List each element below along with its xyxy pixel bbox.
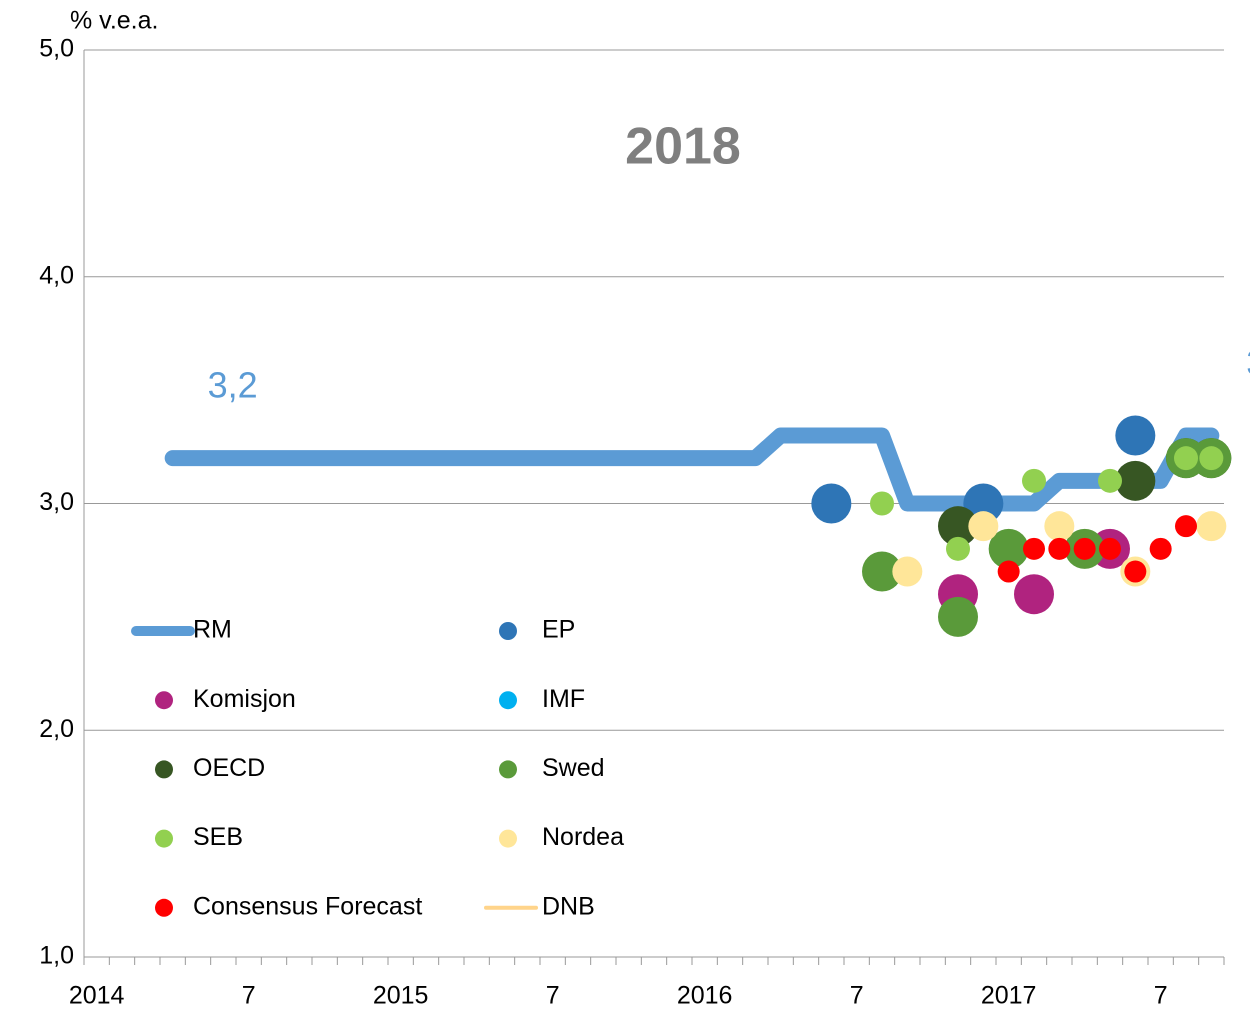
forecast-dot: [938, 506, 978, 547]
forecast-dot: [997, 560, 1020, 583]
chart-title: 2018: [625, 118, 741, 176]
legend-label: SEB: [193, 823, 243, 851]
forecast-dot: [988, 528, 1029, 569]
forecast-dot: [1199, 446, 1224, 471]
x-tick-label: 7: [242, 982, 256, 1010]
forecast-dot: [1073, 537, 1096, 560]
legend-swatch: [155, 760, 173, 779]
y-tick-label: 2,0: [39, 715, 74, 743]
x-tick-label: 2017: [981, 982, 1037, 1010]
forecast-dot: [1115, 460, 1156, 501]
forecast-dot: [1044, 511, 1075, 542]
forecast-dot: [811, 483, 852, 524]
x-tick-label: 7: [850, 982, 864, 1010]
rm-line: [164, 427, 1220, 512]
legend-label: RM: [193, 616, 232, 644]
forecast-dot: [1174, 446, 1198, 471]
legend-swatch: [499, 760, 517, 779]
legend-swatch: [155, 829, 173, 848]
legend-label: IMF: [542, 685, 585, 713]
forecast-dot: [1048, 537, 1071, 560]
legend-label: Consensus Forecast: [193, 892, 422, 920]
forecast-dot: [1098, 468, 1122, 493]
legend-label: Komisjon: [193, 685, 296, 713]
forecast-dot: [862, 551, 902, 592]
forecast-dot: [1022, 468, 1046, 493]
y-tick-label: 4,0: [39, 261, 74, 289]
y-tick-label: 5,0: [39, 35, 74, 63]
legend-label: DNB: [542, 892, 595, 920]
forecast-dot: [1023, 537, 1045, 560]
legend-swatch: [155, 898, 173, 917]
annotation: 3,3: [1246, 342, 1250, 383]
annotation: 3,2: [208, 365, 258, 406]
y-tick-label: 1,0: [39, 942, 74, 970]
forecast-dot: [1175, 515, 1197, 538]
forecast-dot: [892, 556, 923, 587]
forecast-dot: [1149, 537, 1172, 560]
y-axis-label: % v.e.a.: [70, 7, 158, 35]
x-tick-label: 7: [1154, 982, 1168, 1010]
legend-label: Swed: [542, 754, 605, 782]
y-tick-label: 3,0: [39, 488, 74, 516]
legend-swatch: [155, 691, 173, 710]
forecast-dot: [1196, 511, 1227, 542]
legend-label: EP: [542, 616, 575, 644]
x-tick-label: 2016: [677, 982, 733, 1010]
legend-swatch: [499, 691, 517, 710]
legend-label: OECD: [193, 754, 265, 782]
forecast-dot: [1124, 560, 1147, 583]
forecast-dot: [870, 491, 894, 516]
legend-swatch: [499, 829, 517, 848]
forecast-dot: [1099, 537, 1121, 560]
legend-swatch: [499, 622, 517, 640]
legend-label: Nordea: [542, 823, 624, 851]
x-tick-label: 7: [546, 982, 560, 1010]
x-tick-label: 2015: [373, 982, 429, 1010]
x-tick-label: 2014: [69, 982, 125, 1010]
forecast-dot: [968, 511, 999, 542]
forecast-dot: [938, 596, 978, 637]
forecast-dot: [1115, 415, 1156, 456]
forecast-dot: [946, 536, 970, 561]
forecast-dot: [1014, 574, 1054, 615]
